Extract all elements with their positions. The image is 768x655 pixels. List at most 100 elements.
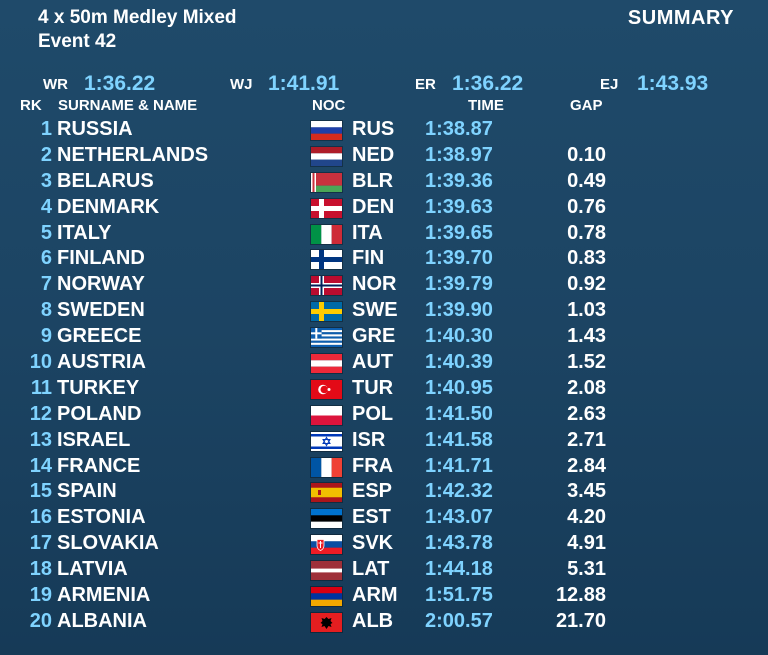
rank: 3 [40,169,52,192]
rank: 2 [40,143,52,166]
rank: 20 [29,609,52,632]
rank: 13 [29,428,52,451]
team-name: ITALY [57,221,112,244]
time-gap: 2.71 [567,428,606,451]
flag-russia-icon [311,121,342,140]
flag-finland-icon [311,250,342,270]
time-gap: 2.84 [567,454,606,477]
noc-code: AUT [352,351,394,374]
time-gap: 0.76 [567,195,606,218]
finish-time: 2:00.57 [425,609,493,632]
time-gap: 0.49 [567,169,606,192]
team-name: NETHERLANDS [57,143,209,166]
noc-code: FIN [352,247,385,270]
result-row: 19 ARMENIA ARM 1:51.75 12.88 [0,583,768,609]
result-row: 2 NETHERLANDS NED 1:38.97 0.10 [0,143,768,169]
noc-code: FRA [352,454,394,477]
team-name: TURKEY [57,376,140,399]
time-gap: 2.63 [567,402,606,425]
rank: 6 [40,247,52,270]
team-name: AUSTRIA [57,351,146,374]
finish-time: 1:39.90 [425,299,493,322]
rank: 4 [40,195,52,218]
noc-code: ALB [352,609,394,632]
record-label-wj: WJ [230,76,253,93]
team-name: ESTONIA [57,506,146,529]
noc-code: SWE [352,299,398,322]
event-number: Event 42 [38,31,117,52]
record-label-er: ER [415,76,436,93]
finish-time: 1:41.50 [425,402,493,425]
finish-time: 1:40.95 [425,376,493,399]
records-bar: WR 1:36.22 WJ 1:41.91 ER 1:36.22 EJ 1:43… [0,70,768,96]
header-rk: RK [20,97,42,114]
finish-time: 1:41.58 [425,428,493,451]
flag-france-icon [311,457,342,477]
rank: 18 [29,558,52,581]
team-name: BELARUS [57,169,154,192]
rank: 8 [40,299,52,322]
flag-latvia-icon [311,561,342,581]
finish-time: 1:39.70 [425,247,493,270]
finish-time: 1:38.97 [425,143,493,166]
finish-time: 1:38.87 [425,118,493,140]
result-row: 18 LATVIA LAT 1:44.18 5.31 [0,557,768,583]
time-gap: 1.43 [567,325,606,348]
time-gap: 2.08 [567,376,606,399]
record-value-ej: 1:43.93 [637,72,709,95]
result-row: 7 NORWAY NOR 1:39.79 0.92 [0,272,768,298]
time-gap: 0.10 [567,143,606,166]
flag-estonia-icon [311,509,342,529]
noc-code: POL [352,402,394,425]
finish-time: 1:44.18 [425,558,493,581]
time-gap: 4.20 [567,506,606,529]
noc-code: RUS [352,118,395,140]
time-gap: 4.91 [567,532,606,555]
team-name: GREECE [57,325,142,348]
noc-code: BLR [352,169,394,192]
results-list: 1 RUSSIA RUS 1:38.87 2 NETHERLANDS NED 1:38.97 0… [0,117,768,635]
noc-code: ISR [352,428,386,451]
rank: 15 [29,480,52,503]
result-row: 14 FRANCE FRA 1:41.71 2.84 [0,454,768,480]
flag-sweden-icon [311,302,342,322]
flag-israel-icon [311,431,342,451]
time-gap: 3.45 [567,480,606,503]
result-row: 17 SLOVAKIA SVK 1:43.78 4.91 [0,531,768,557]
flag-armenia-icon [311,587,342,607]
result-row: 1 RUSSIA RUS 1:38.87 [0,117,768,143]
event-title-block: 4 x 50m Medley Mixed Event 42 [38,6,237,54]
record-label-ej: EJ [600,76,619,93]
flag-denmark-icon [311,198,342,218]
team-name: SPAIN [57,480,117,503]
noc-code: NED [352,143,395,166]
noc-code: NOR [352,273,397,296]
time-gap: 12.88 [555,584,606,607]
result-row: 4 DENMARK DEN 1:39.63 0.76 [0,195,768,221]
flag-greece-icon [311,328,342,348]
finish-time: 1:51.75 [425,584,493,607]
finish-time: 1:39.65 [425,221,493,244]
event-title: 4 x 50m Medley Mixed [38,7,237,28]
result-row: 11 TURKEY TUR 1:40.95 2.08 [0,376,768,402]
finish-time: 1:41.71 [425,454,493,477]
rank: 5 [40,221,52,244]
noc-code: ARM [352,584,398,607]
team-name: DENMARK [57,195,160,218]
flag-austria-icon [311,354,342,374]
finish-time: 1:39.36 [425,169,493,192]
finish-time: 1:40.30 [425,325,493,348]
result-row: 9 GREECE GRE 1:40.30 1.43 [0,324,768,350]
result-row: 20 ALBANIA ALB 2:00.57 21.70 [0,609,768,635]
team-name: ALBANIA [57,609,147,632]
flag-netherlands-icon [311,146,342,166]
flag-turkey-icon [311,379,342,399]
noc-code: GRE [352,325,396,348]
rank: 14 [29,454,52,477]
noc-code: LAT [352,558,390,581]
rank: 9 [40,325,52,348]
result-row: 16 ESTONIA EST 1:43.07 4.20 [0,505,768,531]
noc-code: DEN [352,195,395,218]
record-label-wr: WR [43,76,68,93]
rank: 12 [29,402,52,425]
